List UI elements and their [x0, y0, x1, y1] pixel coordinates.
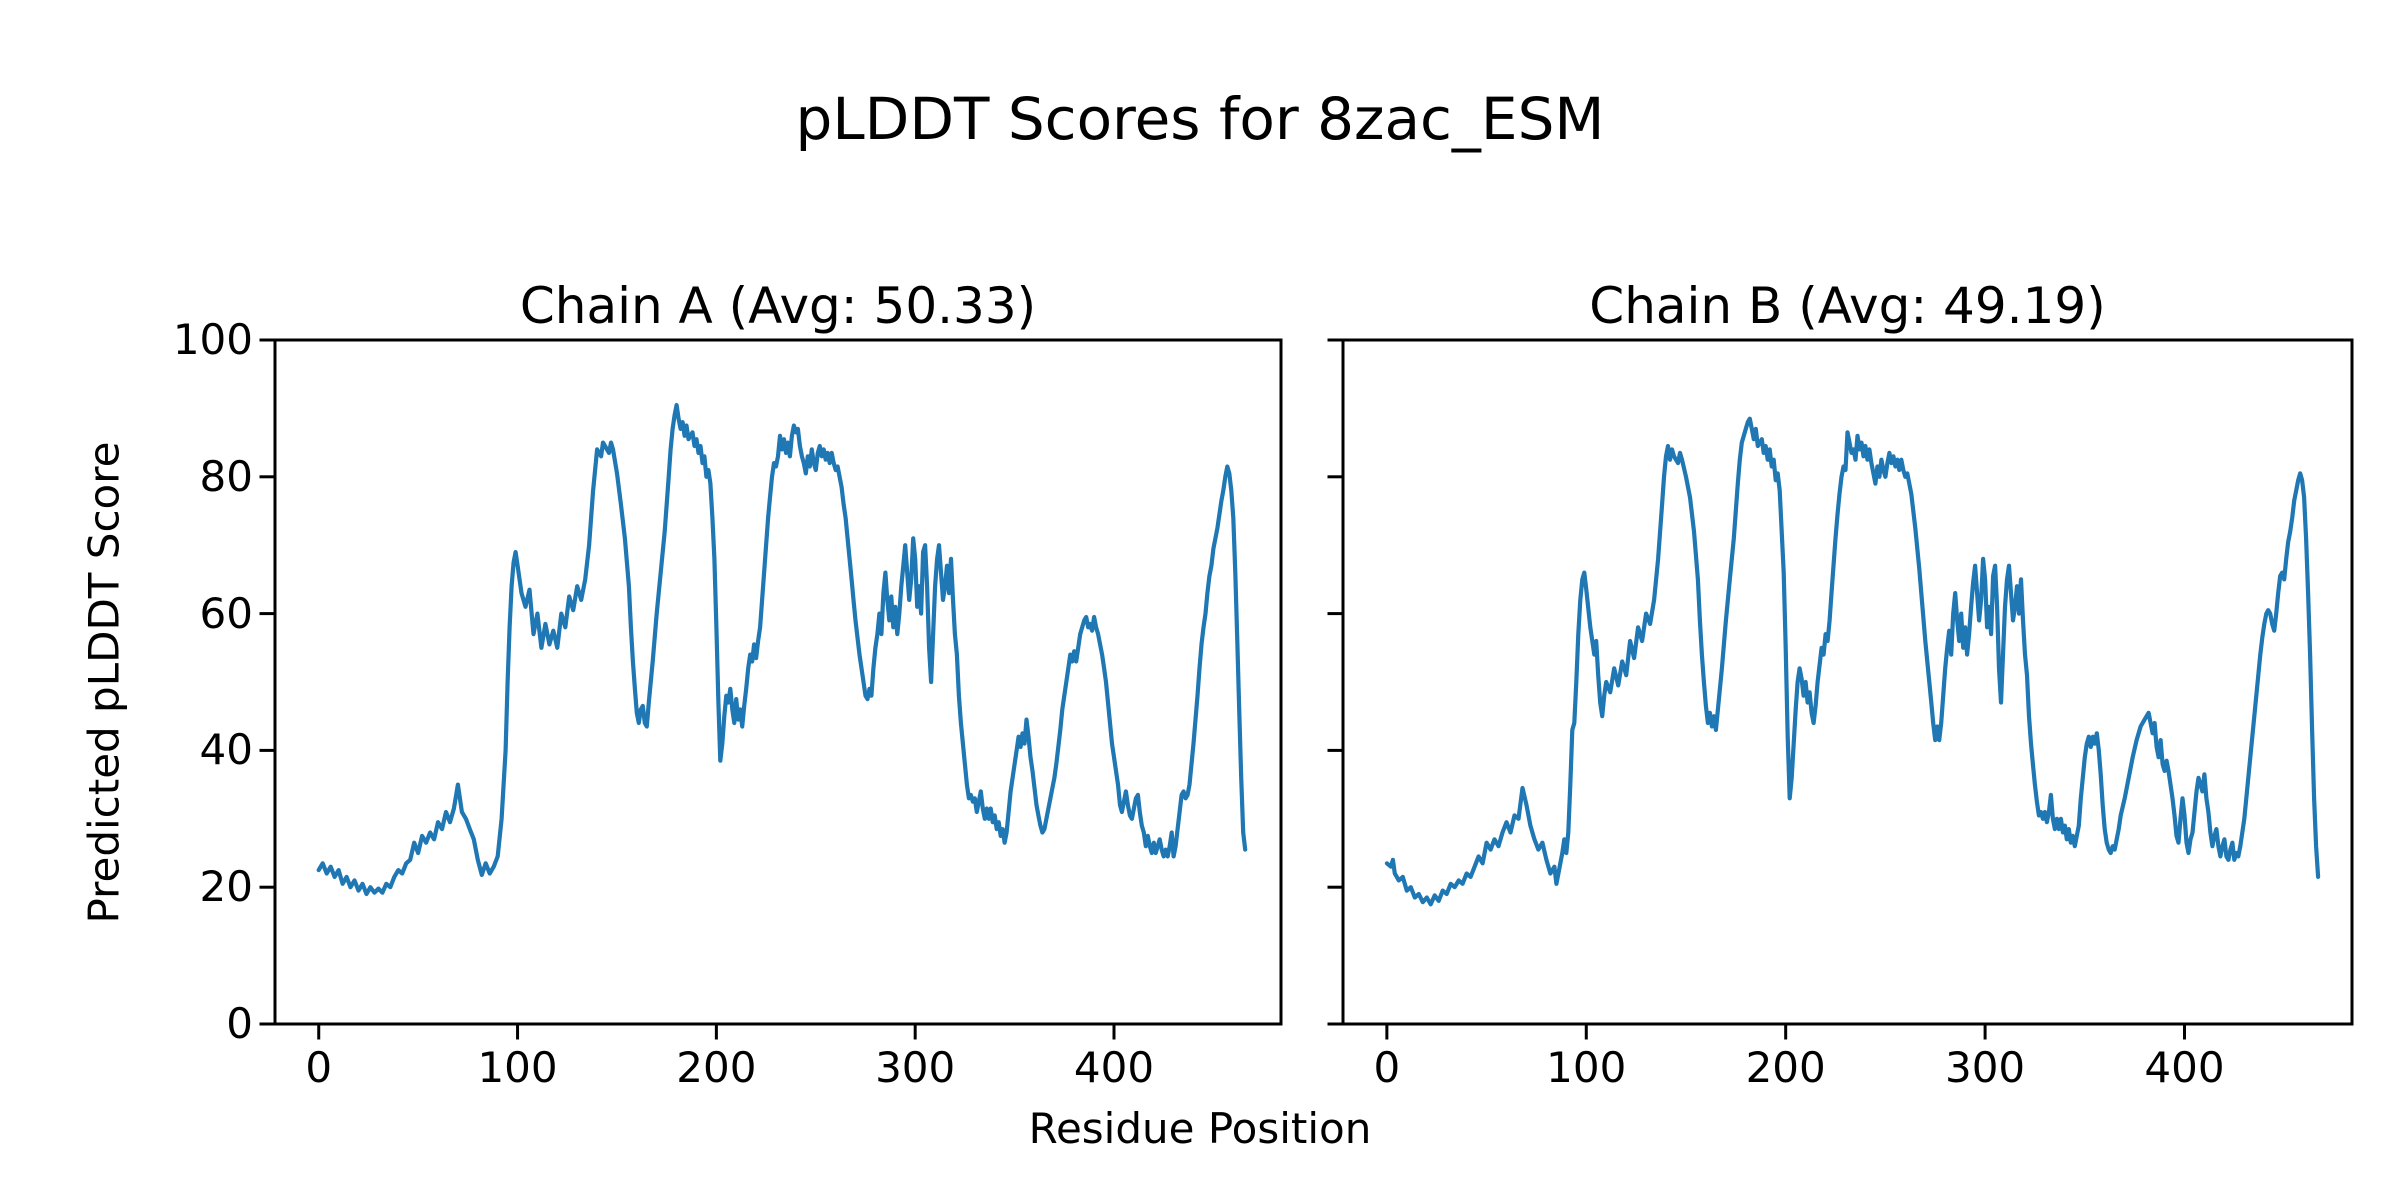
x-tick-label: 300 [875, 1043, 956, 1092]
x-tick-label: 400 [1073, 1043, 1155, 1092]
x-axis-label: Residue Position [1028, 1104, 1372, 1153]
subplot-title-chain-b: Chain B (Avg: 49.19) [1589, 277, 2106, 335]
plddt-line-chain-A [316, 402, 1248, 897]
y-tick-label: 0 [226, 999, 253, 1048]
y-axis-label-box: Predicted pLDDT Score [78, 340, 130, 1024]
x-tick-label: 200 [1745, 1043, 1826, 1092]
x-tick-label: 0 [305, 1043, 333, 1092]
y-tick-label: 20 [199, 862, 253, 912]
x-tick-label: 100 [1546, 1043, 1627, 1092]
x-tick-label: 200 [676, 1043, 757, 1092]
y-axis-label: Predicted pLDDT Score [79, 441, 129, 923]
axes-spines-chain-A [273, 338, 1283, 1026]
plddt-line-chain-B [1384, 416, 2321, 907]
x-tick-label: 400 [2144, 1043, 2225, 1092]
y-tick-label: 80 [199, 451, 253, 501]
x-tick-label: 300 [1944, 1043, 2026, 1092]
y-tick-label: 60 [199, 588, 253, 638]
figure-title: pLDDT Scores for 8zac_ESM [795, 85, 1605, 153]
x-tick-label: 0 [1373, 1043, 1401, 1092]
subplot-title-chain-a: Chain A (Avg: 50.33) [519, 277, 1037, 335]
x-tick-label: 100 [477, 1043, 558, 1092]
axes-spines-chain-B [1341, 338, 2354, 1026]
y-tick-label: 100 [172, 315, 253, 364]
y-tick-label: 40 [199, 725, 253, 775]
